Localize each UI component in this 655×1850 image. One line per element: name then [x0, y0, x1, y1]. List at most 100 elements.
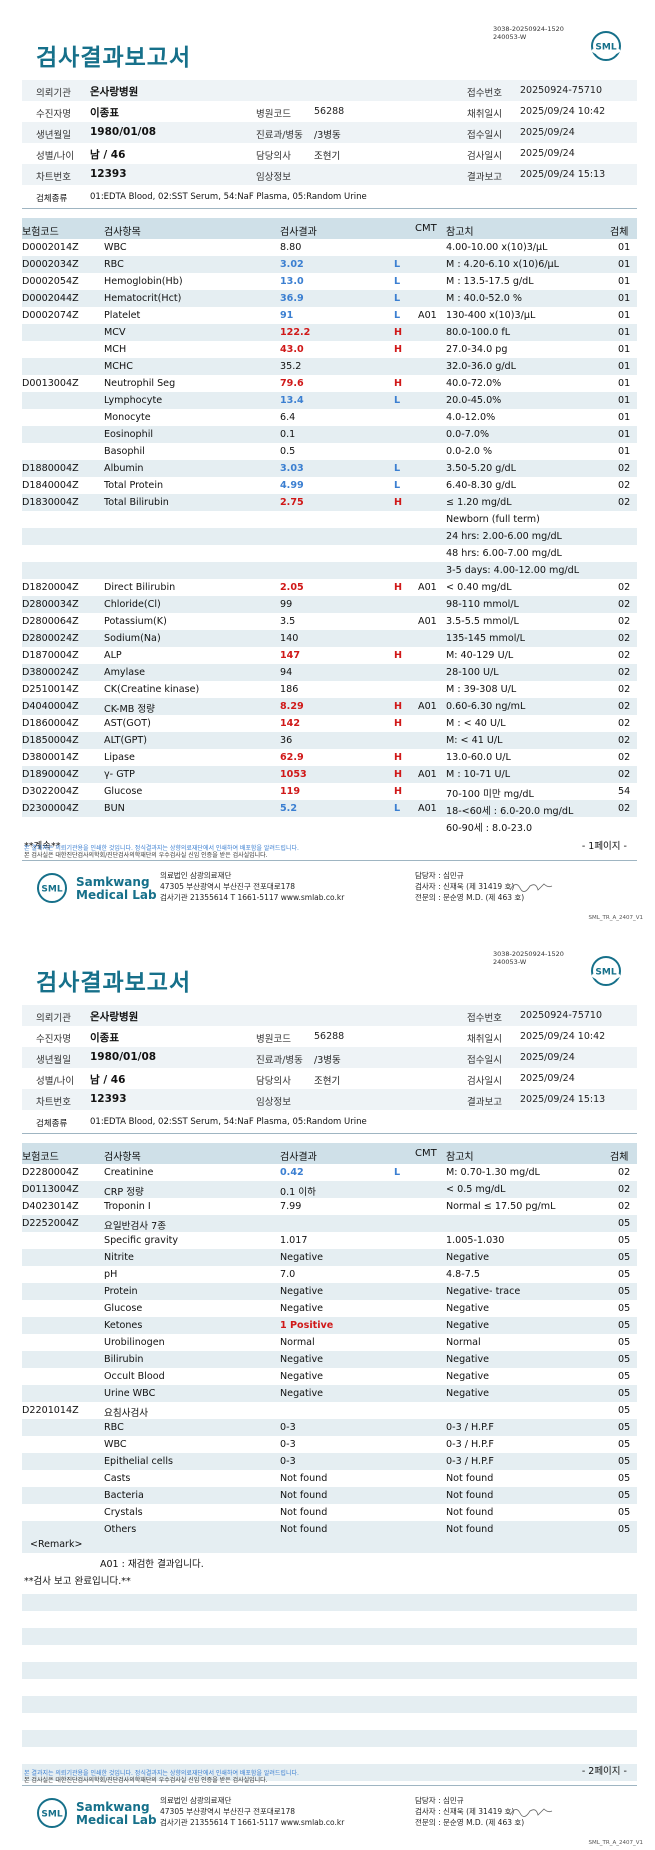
empty-row — [22, 1662, 637, 1679]
cell-reference: Newborn (full term) — [446, 514, 540, 525]
receipt-number: 20250924-75710 — [520, 85, 603, 96]
cell-result: 94 — [280, 667, 293, 678]
cell-result: Negative — [280, 1388, 324, 1399]
cell-flag: H — [394, 718, 403, 729]
cell-result: Not found — [280, 1490, 328, 1501]
table-row: D4040004Z CK-MB 정량 8.29 H A01 0.60-6.30 ng/mL… — [22, 698, 637, 715]
cell-result: 0-3 — [280, 1456, 296, 1467]
signature-icon — [509, 1808, 553, 1817]
cell-reference: 28-100 U/L — [446, 667, 499, 678]
cell-result: 142 — [280, 718, 301, 729]
cell-reference: < 0.5 mg/dL — [446, 1184, 506, 1195]
cell-flag: H — [394, 650, 403, 661]
table-row: D3022004Z Glucose 119 H 70-100 미만 mg/dL 54 — [22, 783, 637, 800]
cell-reference: 40.0-72.0% — [446, 378, 502, 389]
table-row: D0002034Z RBC 3.02 L M : 4.20-6.10 x(10)6/μL… — [22, 256, 637, 273]
cell-item: Troponin I — [104, 1201, 151, 1212]
cell-reference: M : < 40 U/L — [446, 718, 506, 729]
cell-result: 186 — [280, 684, 299, 695]
cell-flag: H — [394, 701, 403, 712]
field-label: 의뢰기관 — [36, 1013, 71, 1024]
info-row: 의뢰기관 온사랑병원 접수번호 20250924-75710 — [22, 80, 637, 101]
cell-reference: 70-100 미만 mg/dL — [446, 789, 534, 800]
cell-specimen: 01 — [618, 242, 631, 253]
cell-item: Urine WBC — [104, 1388, 156, 1399]
info-row: 성별/나이 남 / 46 담당의사 조현기 검사일시 2025/09/24 — [22, 1068, 637, 1089]
cell-flag: H — [394, 786, 403, 797]
cell-item: Hematocrit(Hct) — [104, 293, 182, 304]
field-label: 담당의사 — [256, 151, 291, 162]
cell-reference: 13.0-60.0 U/L — [446, 752, 511, 763]
cell-item: Albumin — [104, 463, 144, 474]
collection-datetime: 2025/09/24 10:42 — [520, 106, 606, 117]
empty-row — [22, 1696, 637, 1713]
table-row: Bacteria Not found Not found 05 — [22, 1487, 637, 1504]
cell-reference: 18-<60세 : 6.0-20.0 mg/dL — [446, 806, 574, 817]
sml-logo-icon: SML — [37, 1798, 67, 1828]
cell-result: Normal — [280, 1337, 315, 1348]
table-row: D1890004Z γ- GTP 1053 H A01 M : 10-71 U/L 02 — [22, 766, 637, 783]
cell-result: 7.0 — [280, 1269, 296, 1280]
cell-reference: Negative — [446, 1320, 490, 1331]
cell-reference: 0-3 / H.P.F — [446, 1439, 494, 1450]
cell-item: Specific gravity — [104, 1235, 179, 1246]
field-label: 수진자명 — [36, 109, 71, 120]
table-row: Others Not found Not found 05 — [22, 1521, 637, 1538]
chart-number: 12393 — [90, 168, 127, 180]
table-row: D2201014Z 요침사검사 05 — [22, 1402, 637, 1419]
test-date: 2025/09/24 — [520, 1073, 575, 1084]
table-row: Urine WBC Negative Negative 05 — [22, 1385, 637, 1402]
table-row: D1820004Z Direct Bilirubin 2.05 H A01 < 0.40 … — [22, 579, 637, 596]
sml-logo-icon: SML — [591, 31, 621, 61]
field-label: 검체종류 — [36, 1119, 68, 1129]
field-label: 성별/나이 — [36, 151, 75, 162]
cell-specimen: 01 — [618, 276, 631, 287]
table-row: Ketones 1 Positive Negative 05 — [22, 1317, 637, 1334]
field-label: 차트번호 — [36, 1097, 71, 1108]
cell-code: D3022004Z — [22, 786, 79, 797]
cell-reference: 20.0-45.0% — [446, 395, 502, 406]
specimen-row: 검체종류 01:EDTA Blood, 02:SST Serum, 54:NaF… — [22, 1110, 637, 1134]
field-label: 의뢰기관 — [36, 88, 71, 99]
page-number: - 2페이지 - — [581, 1766, 627, 1777]
field-label: 생년월일 — [36, 1055, 71, 1066]
field-label: 접수번호 — [467, 1013, 502, 1024]
department-ward: /3병동 — [314, 1055, 341, 1066]
svg-text:SML: SML — [595, 43, 616, 53]
cell-reference: Not found — [446, 1490, 494, 1501]
cell-code: D1820004Z — [22, 582, 79, 593]
hospital-code: 56288 — [314, 1031, 345, 1042]
cell-result: 6.4 — [280, 412, 296, 423]
table-row: D3800024Z Amylase 94 28-100 U/L 02 — [22, 664, 637, 681]
cell-specimen: 05 — [618, 1456, 631, 1467]
table-row: D1870004Z ALP 147 H M: 40-129 U/L 02 — [22, 647, 637, 664]
cell-reference: 0-3 / H.P.F — [446, 1456, 494, 1467]
cell-item: Lipase — [104, 752, 135, 763]
sex-age: 남 / 46 — [90, 1074, 126, 1086]
report-datetime: 2025/09/24 15:13 — [520, 1094, 606, 1105]
table-row: D0013004Z Neutrophil Seg 79.6 H 40.0-72.0% 01 — [22, 375, 637, 392]
header-result: 검사결과 — [280, 227, 317, 238]
lab-name: Samkwang Medical Lab — [76, 1800, 157, 1827]
table-row: D0113004Z CRP 정량 0.1 이하 < 0.5 mg/dL 02 — [22, 1181, 637, 1198]
report-datetime: 2025/09/24 15:13 — [520, 169, 606, 180]
cell-code: D2800064Z — [22, 616, 79, 627]
disclaimer: 본 결과지는 의뢰기관용을 인쇄한 것입니다. 정식결과지는 상향의료재단에서 … — [24, 1770, 299, 1784]
cell-item: BUN — [104, 803, 125, 814]
cell-result: 0-3 — [280, 1422, 296, 1433]
cell-specimen: 05 — [618, 1507, 631, 1518]
field-label: 임상정보 — [256, 1097, 291, 1108]
cell-reference: Negative — [446, 1371, 490, 1382]
birth-date: 1980/01/08 — [90, 126, 157, 138]
cell-item: Lymphocyte — [104, 395, 163, 406]
cell-reference: 32.0-36.0 g/dL — [446, 361, 516, 372]
cell-reference: 80.0-100.0 fL — [446, 327, 511, 338]
cell-code: D3800024Z — [22, 667, 79, 678]
cell-flag: L — [394, 803, 401, 814]
cell-specimen: 01 — [618, 446, 631, 457]
cell-result: 147 — [280, 650, 301, 661]
info-row: 의뢰기관 온사랑병원 접수번호 20250924-75710 — [22, 1005, 637, 1026]
cell-item: Glucose — [104, 1303, 143, 1314]
cell-specimen: 02 — [618, 1167, 631, 1178]
specimen-row: 검체종류 01:EDTA Blood, 02:SST Serum, 54:NaF… — [22, 185, 637, 209]
